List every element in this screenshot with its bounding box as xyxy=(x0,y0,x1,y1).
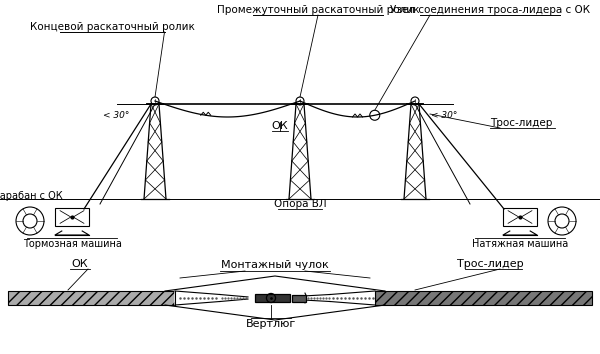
Text: Узел соединения троса-лидера с ОК: Узел соединения троса-лидера с ОК xyxy=(390,5,590,15)
Text: Промежуточный раскаточный ролик: Промежуточный раскаточный ролик xyxy=(217,5,419,15)
Text: Трос-лидер: Трос-лидер xyxy=(457,259,523,269)
Text: < 30°: < 30° xyxy=(103,111,130,120)
Text: ОК: ОК xyxy=(272,121,289,131)
Text: < 30°: < 30° xyxy=(431,111,457,120)
Bar xyxy=(55,208,89,226)
Polygon shape xyxy=(220,295,248,302)
Bar xyxy=(8,291,175,305)
Bar xyxy=(255,294,290,302)
Text: Концевой раскаточный ролик: Концевой раскаточный ролик xyxy=(29,22,194,32)
Bar xyxy=(292,295,306,302)
Polygon shape xyxy=(330,291,375,305)
Text: Монтажный чулок: Монтажный чулок xyxy=(221,260,329,270)
Text: Трос-лидер: Трос-лидер xyxy=(490,118,553,128)
Polygon shape xyxy=(305,295,330,302)
Bar xyxy=(375,291,592,305)
Text: Опора ВЛ: Опора ВЛ xyxy=(274,199,326,209)
Text: Натяжная машина: Натяжная машина xyxy=(472,239,568,249)
Polygon shape xyxy=(175,291,220,305)
Text: Барабан с ОК: Барабан с ОК xyxy=(0,191,63,201)
Text: Вертлюг: Вертлюг xyxy=(246,319,296,329)
Bar xyxy=(375,291,592,305)
Text: ОК: ОК xyxy=(71,259,88,269)
Text: Тормозная машина: Тормозная машина xyxy=(23,239,121,249)
Bar xyxy=(503,208,537,226)
Bar xyxy=(8,291,175,305)
